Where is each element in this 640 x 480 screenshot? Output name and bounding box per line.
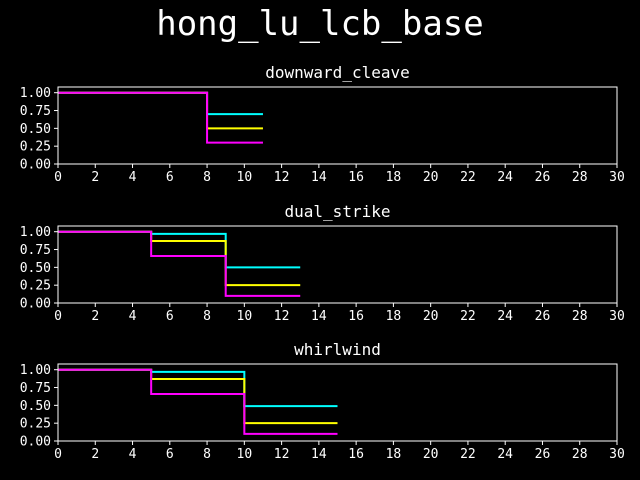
series-line-1 — [58, 91, 263, 116]
x-tick-label: 20 — [423, 309, 439, 324]
x-tick-label: 24 — [497, 170, 513, 185]
x-tick-label: 18 — [386, 447, 402, 462]
series-line-1 — [58, 230, 301, 269]
subplot-title: downward_cleave — [265, 63, 410, 82]
series-line-3 — [58, 91, 263, 144]
x-tick-label: 4 — [129, 447, 137, 462]
y-tick-label: 0.00 — [20, 158, 51, 173]
subplot-title: whirlwind — [294, 340, 381, 359]
y-tick-label: 1.00 — [20, 363, 51, 378]
x-tick-label: 28 — [572, 170, 588, 185]
x-tick-label: 18 — [386, 309, 402, 324]
x-tick-label: 22 — [460, 170, 476, 185]
x-tick-label: 6 — [166, 170, 174, 185]
y-tick-label: 0.00 — [20, 435, 51, 450]
x-tick-label: 30 — [609, 170, 625, 185]
series-line-2 — [58, 230, 301, 287]
x-tick-label: 20 — [423, 447, 439, 462]
x-tick-label: 10 — [237, 447, 253, 462]
x-tick-label: 6 — [166, 309, 174, 324]
x-tick-label: 16 — [348, 447, 364, 462]
x-tick-label: 26 — [535, 170, 551, 185]
axes-frame — [57, 86, 618, 165]
x-tick-label: 30 — [609, 447, 625, 462]
y-tick-label: 0.50 — [20, 399, 51, 414]
x-tick-label: 14 — [311, 170, 327, 185]
x-tick-label: 22 — [460, 447, 476, 462]
x-tick-label: 26 — [535, 447, 551, 462]
series-line-3 — [58, 230, 301, 297]
axes-frame — [57, 363, 618, 442]
x-tick-label: 18 — [386, 170, 402, 185]
x-tick-label: 0 — [54, 309, 62, 324]
x-tick-label: 8 — [203, 447, 211, 462]
x-tick-label: 12 — [274, 170, 290, 185]
y-tick-label: 0.75 — [20, 104, 51, 119]
x-tick-label: 14 — [311, 447, 327, 462]
x-tick-label: 8 — [203, 170, 211, 185]
x-tick-label: 30 — [609, 309, 625, 324]
x-tick-label: 2 — [91, 309, 99, 324]
figure-title: hong_lu_lcb_base — [156, 4, 484, 44]
y-tick-label: 0.50 — [20, 261, 51, 276]
subplot-title: dual_strike — [285, 202, 391, 221]
series-line-2 — [58, 91, 263, 130]
y-tick-label: 1.00 — [20, 225, 51, 240]
x-tick-label: 8 — [203, 309, 211, 324]
x-tick-label: 4 — [129, 309, 137, 324]
x-tick-label: 28 — [572, 447, 588, 462]
x-tick-label: 16 — [348, 309, 364, 324]
x-tick-label: 14 — [311, 309, 327, 324]
x-tick-label: 2 — [91, 447, 99, 462]
x-tick-label: 16 — [348, 170, 364, 185]
x-tick-label: 20 — [423, 170, 439, 185]
x-tick-label: 0 — [54, 170, 62, 185]
x-tick-label: 10 — [237, 170, 253, 185]
x-tick-label: 0 — [54, 447, 62, 462]
x-tick-label: 6 — [166, 447, 174, 462]
x-tick-label: 24 — [497, 309, 513, 324]
x-tick-label: 2 — [91, 170, 99, 185]
y-tick-label: 0.75 — [20, 243, 51, 258]
y-tick-label: 0.00 — [20, 297, 51, 312]
y-tick-label: 0.25 — [20, 279, 51, 294]
x-tick-label: 26 — [535, 309, 551, 324]
series-line-2 — [58, 368, 338, 425]
series-line-3 — [58, 368, 338, 435]
x-tick-label: 22 — [460, 309, 476, 324]
axes-frame — [57, 225, 618, 304]
y-tick-label: 0.25 — [20, 140, 51, 155]
y-tick-label: 1.00 — [20, 86, 51, 101]
x-tick-label: 10 — [237, 309, 253, 324]
series-line-1 — [58, 368, 338, 408]
x-tick-label: 12 — [274, 309, 290, 324]
y-tick-label: 0.25 — [20, 417, 51, 432]
y-tick-label: 0.75 — [20, 381, 51, 396]
x-tick-label: 12 — [274, 447, 290, 462]
x-tick-label: 28 — [572, 309, 588, 324]
x-tick-label: 4 — [129, 170, 137, 185]
y-tick-label: 0.50 — [20, 122, 51, 137]
x-tick-label: 24 — [497, 447, 513, 462]
